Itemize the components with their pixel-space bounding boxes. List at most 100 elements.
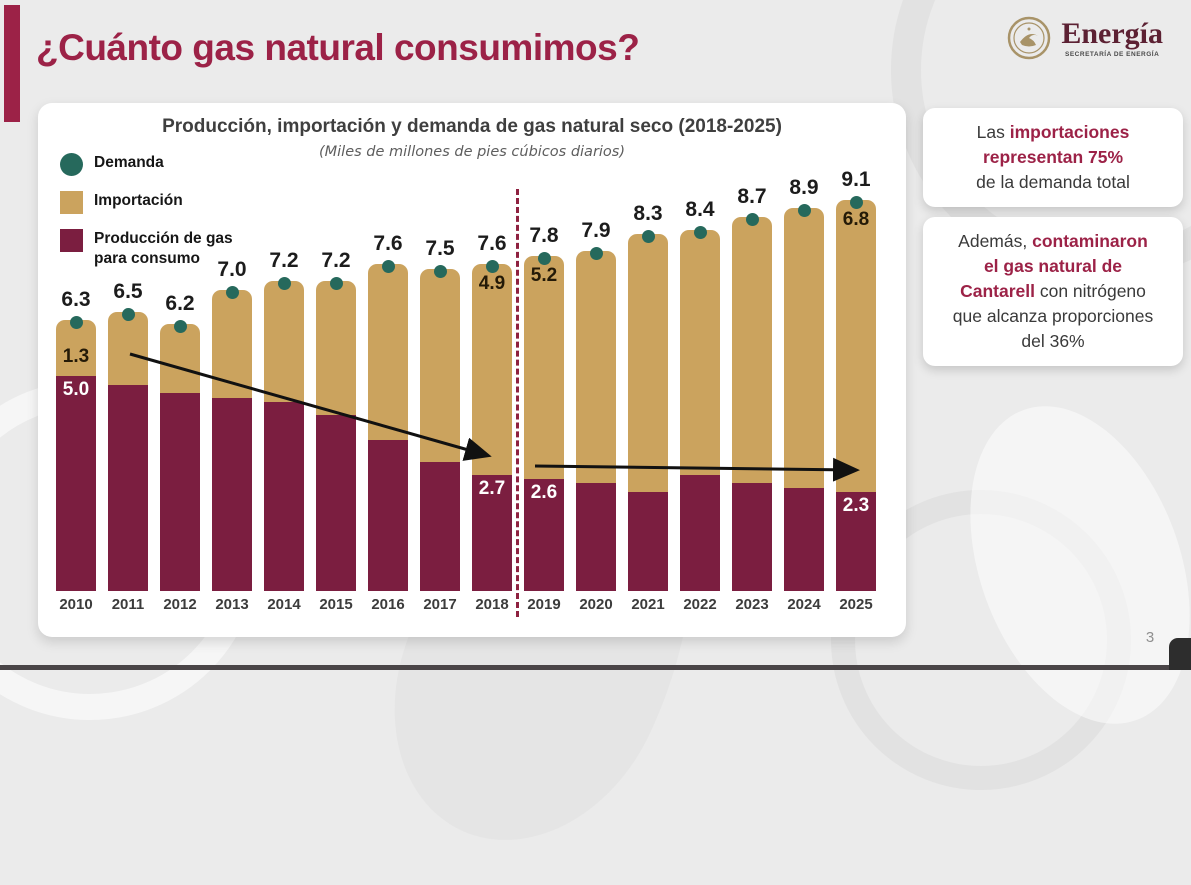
legend-label: Producción de gas para consumo bbox=[94, 230, 233, 267]
demand-dot-2014 bbox=[277, 277, 291, 291]
demand-dot-2023 bbox=[745, 212, 759, 226]
demand-dot-2021 bbox=[641, 230, 655, 244]
import-value-label-2025: 6.8 bbox=[842, 208, 870, 230]
demand-dot-2012 bbox=[173, 320, 187, 334]
demand-dot-2010 bbox=[69, 316, 83, 330]
demand-total-label-2025: 9.1 bbox=[841, 167, 871, 191]
insight-text-line: Cantarell con nitrógeno bbox=[960, 281, 1146, 301]
axis-year-label-2021: 2021 bbox=[631, 596, 665, 613]
bar-2011 bbox=[108, 311, 148, 591]
page-number: 3 bbox=[1145, 629, 1155, 646]
bar-2016 bbox=[368, 264, 408, 591]
demand-total-label-2022: 8.4 bbox=[685, 197, 715, 221]
bar-2010: 1.3 5.0 bbox=[56, 320, 96, 591]
axis-year-label-2015: 2015 bbox=[319, 596, 353, 613]
import-value-label-2010: 1.3 bbox=[62, 345, 90, 367]
chart-title: Producción, importación y demanda de gas… bbox=[162, 116, 782, 137]
production-segment-2024 bbox=[784, 487, 824, 591]
legend-swatch-icon bbox=[60, 153, 83, 176]
government-seal-icon bbox=[1008, 16, 1051, 60]
bar-2020 bbox=[576, 251, 616, 591]
import-value-label-2019: 5.2 bbox=[530, 264, 558, 286]
axis-year-label-2023: 2023 bbox=[735, 596, 769, 613]
insight-text-line: Las importaciones bbox=[976, 122, 1130, 142]
demand-dot-2016 bbox=[381, 260, 395, 274]
demand-dot-2018 bbox=[485, 260, 499, 274]
insight-text-line: el gas natural de bbox=[983, 256, 1123, 276]
production-segment-2011 bbox=[108, 384, 148, 591]
production-segment-2023 bbox=[732, 483, 772, 591]
demand-total-label-2021: 8.3 bbox=[633, 202, 663, 226]
insight-panel-cantarell: Además, contaminaron el gas natural de Can… bbox=[923, 217, 1183, 366]
production-value-label-2019: 2.6 bbox=[530, 482, 558, 504]
bar-2023 bbox=[732, 216, 772, 591]
bar-2012 bbox=[160, 324, 200, 591]
demand-total-label-2016: 7.6 bbox=[373, 232, 403, 256]
demand-total-label-2019: 7.8 bbox=[529, 223, 559, 247]
plot-area: 1.3 5.0 6.3 2010 6.5 2011 6.2 2012 7.0 2013 7.2 201… bbox=[38, 103, 906, 637]
legend-swatch-icon bbox=[60, 229, 83, 252]
production-segment-2015 bbox=[316, 414, 356, 591]
insight-text-line: Además, contaminaron bbox=[958, 231, 1148, 251]
legend-item-2: Producción de gas para consumo bbox=[60, 229, 244, 269]
axis-year-label-2020: 2020 bbox=[579, 596, 613, 613]
demand-total-label-2024: 8.9 bbox=[789, 176, 819, 200]
bar-2014 bbox=[264, 281, 304, 591]
slide-title: ¿Cuánto gas natural consumimos? bbox=[36, 27, 640, 68]
bottom-strip bbox=[0, 665, 1191, 670]
production-value-label-2025: 2.3 bbox=[842, 495, 870, 517]
production-segment-2018 bbox=[472, 474, 512, 591]
production-segment-2014 bbox=[264, 401, 304, 591]
axis-year-label-2010: 2010 bbox=[59, 596, 93, 613]
chart-legend: Demanda Importación Producción de gas para… bbox=[60, 153, 244, 284]
legend-swatch-icon bbox=[60, 191, 83, 214]
demand-dot-2024 bbox=[797, 204, 811, 218]
axis-year-label-2016: 2016 bbox=[371, 596, 405, 613]
demand-total-label-2017: 7.5 bbox=[425, 236, 455, 260]
insight-text-line: que alcanza proporciones bbox=[952, 306, 1154, 326]
background-pattern bbox=[929, 375, 1191, 755]
production-segment-2021 bbox=[628, 492, 668, 591]
period-divider-line bbox=[516, 189, 519, 617]
demand-dot-2013 bbox=[225, 286, 239, 299]
demand-total-label-2010: 6.3 bbox=[61, 288, 91, 312]
bar-2017 bbox=[420, 268, 460, 591]
legend-item-0: Demanda bbox=[60, 153, 244, 176]
bar-2019: 5.2 2.6 bbox=[524, 255, 564, 591]
chart-card: Producción, importación y demanda de gas… bbox=[38, 103, 906, 637]
axis-year-label-2022: 2022 bbox=[683, 596, 717, 613]
demand-total-label-2023: 8.7 bbox=[737, 184, 767, 208]
insight-text-line: representan 75% bbox=[982, 147, 1124, 167]
insight-text-line: de la demanda total bbox=[976, 172, 1130, 192]
production-segment-2010 bbox=[56, 375, 96, 591]
production-segment-2019 bbox=[524, 479, 564, 591]
chart-subtitle: (Miles de millones de pies cúbicos diari… bbox=[318, 144, 626, 160]
energia-logo: Energía SECRETARÍA DE ENERGÍA bbox=[1007, 16, 1163, 60]
demand-dot-2019 bbox=[537, 251, 551, 265]
bar-2024 bbox=[784, 208, 824, 591]
demand-total-label-2013: 7.0 bbox=[217, 258, 247, 281]
legend-item-1: Importación bbox=[60, 191, 244, 214]
production-segment-2012 bbox=[160, 393, 200, 591]
production-segment-2017 bbox=[420, 462, 460, 591]
demand-total-label-2018: 7.6 bbox=[477, 232, 507, 256]
axis-year-label-2024: 2024 bbox=[787, 596, 821, 613]
left-accent-bar bbox=[4, 5, 20, 122]
demand-total-label-2014: 7.2 bbox=[269, 249, 299, 273]
demand-total-label-2011: 6.5 bbox=[113, 279, 143, 303]
demand-dot-2025 bbox=[849, 195, 863, 209]
demand-dot-2015 bbox=[329, 277, 343, 291]
bar-2015 bbox=[316, 281, 356, 591]
legend-label: Importación bbox=[94, 192, 183, 209]
bar-2022 bbox=[680, 229, 720, 591]
production-value-label-2010: 5.0 bbox=[62, 378, 90, 400]
bar-2025: 6.8 2.3 bbox=[836, 199, 876, 591]
demand-dot-2017 bbox=[433, 264, 447, 278]
axis-year-label-2019: 2019 bbox=[527, 596, 561, 613]
production-segment-2020 bbox=[576, 483, 616, 591]
demand-total-label-2015: 7.2 bbox=[321, 249, 351, 273]
insight-panel-imports: Las importaciones representan 75% de la de… bbox=[923, 108, 1183, 207]
legend-label: Demanda bbox=[94, 154, 164, 171]
demand-total-label-2020: 7.9 bbox=[581, 219, 611, 243]
demand-dot-2022 bbox=[693, 225, 707, 239]
